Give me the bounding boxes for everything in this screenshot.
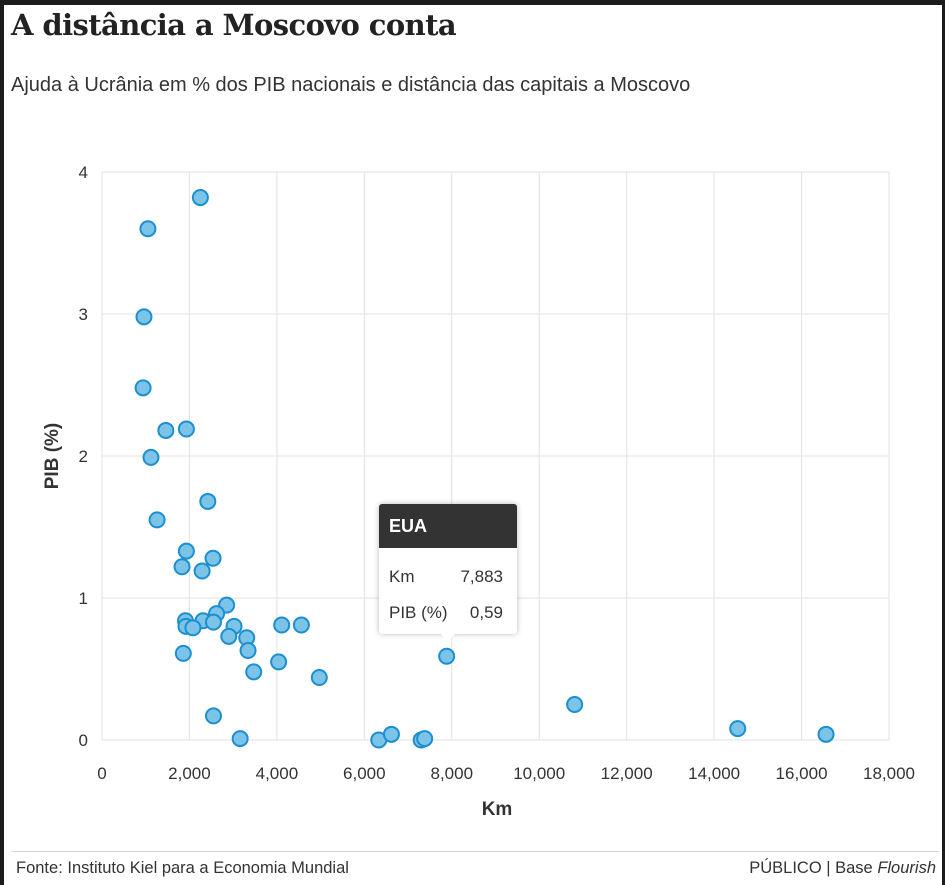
x-tick-label: 8,000	[431, 764, 474, 783]
data-point[interactable]	[184, 619, 202, 637]
data-point[interactable]	[204, 707, 222, 725]
credit: PÚBLICO | Base Flourish	[749, 859, 936, 878]
data-point[interactable]	[416, 730, 434, 748]
data-point[interactable]	[817, 725, 835, 743]
data-point[interactable]	[177, 420, 195, 438]
tooltip: EUA Km 7,883 PIB (%) 0,59	[379, 504, 517, 642]
tooltip-row-pib: PIB (%) 0,59	[389, 603, 503, 623]
data-point[interactable]	[191, 189, 209, 207]
x-tick-label: 2,000	[168, 764, 211, 783]
data-points	[134, 189, 835, 749]
x-tick-label: 4,000	[256, 764, 299, 783]
data-point[interactable]	[204, 549, 222, 567]
x-axis-label: Km	[482, 799, 513, 820]
data-point[interactable]	[142, 448, 160, 466]
tooltip-km-value: 7,883	[460, 567, 503, 586]
data-point[interactable]	[204, 613, 222, 631]
data-point[interactable]	[729, 720, 747, 738]
data-point[interactable]	[134, 379, 152, 397]
window-frame-left	[0, 0, 4, 885]
tooltip-km-label: Km	[389, 567, 415, 586]
window-frame-right	[942, 0, 945, 885]
tooltip-row-km: Km 7,883	[389, 567, 503, 587]
y-tick-label: 1	[79, 589, 88, 608]
scatter-chart: 0 1 2 3 4 0 2,000 4,000 6,000 8,000 10,000 12,000 1…	[42, 163, 915, 820]
data-point[interactable]	[270, 653, 288, 671]
data-point[interactable]	[292, 616, 310, 634]
x-tick-label: 6,000	[343, 764, 386, 783]
data-point[interactable]	[177, 542, 195, 560]
data-point[interactable]	[231, 730, 249, 748]
tooltip-pib-label: PIB (%)	[389, 603, 448, 622]
data-point[interactable]	[148, 511, 166, 529]
data-point[interactable]	[139, 220, 157, 238]
data-point[interactable]	[273, 616, 291, 634]
y-tick-label: 2	[79, 447, 88, 466]
x-tick-label: 18,000	[863, 764, 915, 783]
y-axis-label: PIB (%)	[42, 423, 63, 490]
x-tick-label: 0	[97, 764, 106, 783]
window-frame-top	[0, 0, 945, 5]
data-point[interactable]	[566, 696, 584, 713]
source-note: Fonte: Instituto Kiel para a Economia Mu…	[16, 859, 349, 877]
data-point[interactable]	[245, 663, 263, 681]
data-point[interactable]	[135, 308, 153, 326]
data-point[interactable]	[173, 558, 191, 576]
tooltip-pib-value: 0,59	[469, 603, 503, 622]
x-tick-label: 16,000	[776, 764, 828, 783]
x-axis-ticks: 0 2,000 4,000 6,000 8,000 10,000 12,000 14,000 1…	[97, 764, 915, 783]
x-tick-label: 14,000	[688, 764, 740, 783]
credit-prefix: PÚBLICO | Base	[749, 859, 878, 877]
tooltip-country: EUA	[379, 504, 517, 548]
data-point[interactable]	[193, 562, 211, 580]
data-point[interactable]	[310, 669, 328, 687]
footer-divider	[11, 851, 939, 852]
data-point[interactable]	[438, 647, 456, 665]
chart-title: A distância a Moscovo conta	[11, 8, 457, 42]
chart-subtitle: Ajuda à Ucrânia em % dos PIB nacionais e…	[11, 74, 691, 96]
y-tick-label: 4	[79, 163, 88, 182]
y-tick-label: 3	[79, 305, 88, 324]
credit-brand[interactable]: Flourish	[877, 859, 936, 877]
grid	[101, 171, 890, 741]
x-tick-label: 12,000	[601, 764, 653, 783]
x-tick-label: 10,000	[513, 764, 565, 783]
tooltip-pointer	[439, 632, 457, 642]
data-point[interactable]	[220, 627, 238, 645]
data-point[interactable]	[239, 642, 257, 660]
y-axis-ticks: 0 1 2 3 4	[79, 163, 88, 750]
data-point[interactable]	[199, 492, 217, 510]
data-point[interactable]	[157, 421, 175, 439]
data-point[interactable]	[382, 725, 400, 743]
data-point[interactable]	[174, 644, 192, 662]
y-tick-label: 0	[79, 731, 88, 750]
